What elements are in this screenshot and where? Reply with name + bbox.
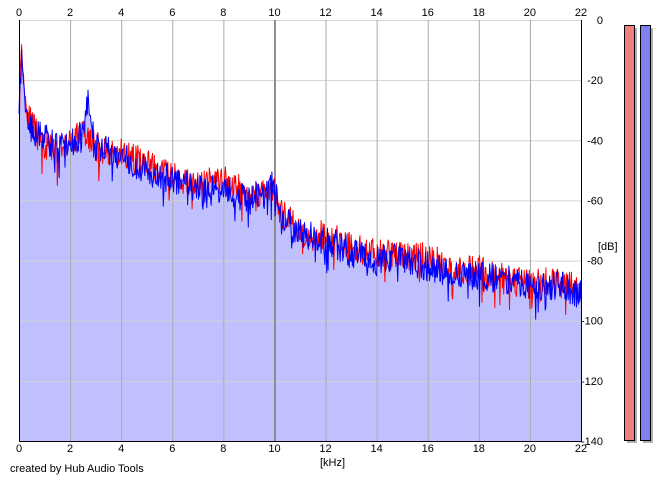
y-tick-label: 0 bbox=[597, 15, 603, 27]
x-tick-label-bottom: 18 bbox=[473, 443, 485, 455]
x-tick-label-top: 16 bbox=[422, 7, 434, 19]
x-tick-label-top: 20 bbox=[524, 7, 536, 19]
level-meter-l bbox=[624, 25, 635, 441]
y-tick-label: -100 bbox=[581, 316, 603, 328]
y-tick-label: -140 bbox=[581, 436, 603, 448]
x-tick-label-top: 18 bbox=[473, 7, 485, 19]
y-tick-label: -40 bbox=[587, 135, 603, 147]
y-tick-label: -120 bbox=[581, 376, 603, 388]
x-tick-label-top: 22 bbox=[575, 7, 587, 19]
x-tick-label-top: 0 bbox=[16, 7, 22, 19]
x-tick-label-bottom: 4 bbox=[118, 443, 124, 455]
x-tick-label-bottom: 16 bbox=[422, 443, 434, 455]
x-tick-label-top: 12 bbox=[319, 7, 331, 19]
x-tick-label-top: 4 bbox=[118, 7, 124, 19]
x-tick-label-bottom: 8 bbox=[220, 443, 226, 455]
x-tick-label-bottom: 6 bbox=[169, 443, 175, 455]
x-tick-label-bottom: 20 bbox=[524, 443, 536, 455]
x-tick-label-bottom: 14 bbox=[371, 443, 383, 455]
y-axis-unit-label: [dB] bbox=[598, 241, 618, 253]
x-tick-label-top: 14 bbox=[371, 7, 383, 19]
x-tick-label-top: 10 bbox=[268, 7, 280, 19]
level-meter-r bbox=[640, 25, 651, 441]
x-tick-label-bottom: 2 bbox=[67, 443, 73, 455]
x-tick-label-bottom: 0 bbox=[16, 443, 22, 455]
x-tick-label-top: 6 bbox=[169, 7, 175, 19]
spectrum-fill-area bbox=[19, 44, 581, 441]
x-tick-label-bottom: 22 bbox=[575, 443, 587, 455]
y-tick-label: -60 bbox=[587, 195, 603, 207]
x-tick-label-bottom: 10 bbox=[268, 443, 280, 455]
y-tick-label: -80 bbox=[587, 256, 603, 268]
x-tick-label-top: 8 bbox=[220, 7, 226, 19]
credit-text: created by Hub Audio Tools bbox=[10, 463, 144, 475]
right-channel-line bbox=[18, 48, 582, 320]
y-tick-label: -20 bbox=[587, 75, 603, 87]
x-tick-label-bottom: 12 bbox=[319, 443, 331, 455]
x-axis-unit-label: [kHz] bbox=[320, 457, 346, 469]
x-tick-label-top: 2 bbox=[67, 7, 73, 19]
